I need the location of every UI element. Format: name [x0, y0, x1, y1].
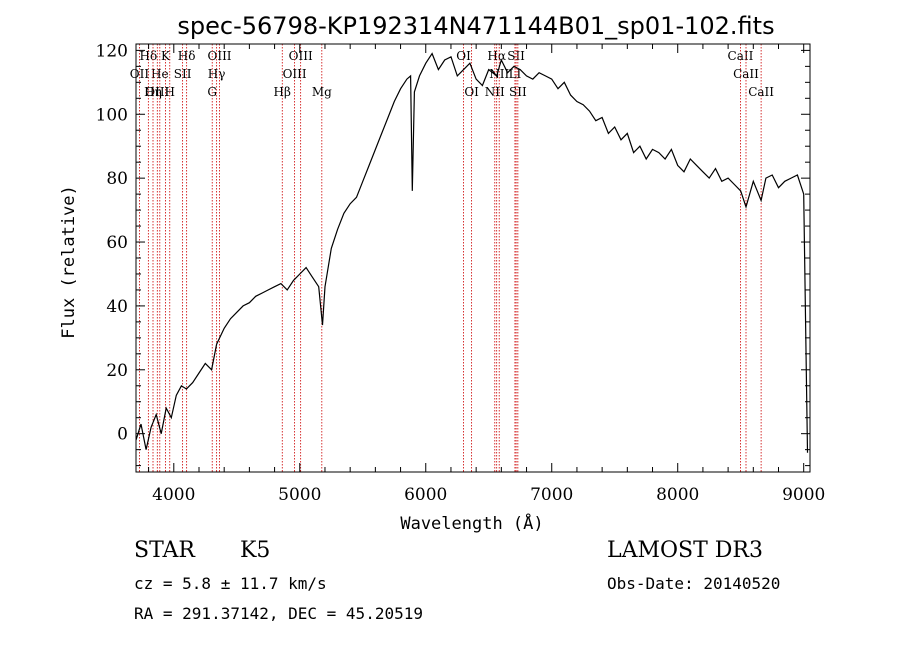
x-tick-label: 9000	[782, 485, 825, 505]
y-tick-label: 40	[106, 297, 128, 317]
x-tick-label: 5000	[278, 485, 321, 505]
x-axis-label: Wavelength (Å)	[400, 512, 543, 534]
y-tick-label: 20	[106, 361, 128, 381]
chart-title: spec-56798-KP192314N471144B01_sp01-102.f…	[177, 12, 774, 40]
y-tick-label: 60	[106, 233, 128, 253]
y-tick-label: 100	[96, 105, 128, 125]
y-tick-label: 0	[117, 425, 128, 445]
x-tick-label: 4000	[152, 485, 195, 505]
y-tick-label: 120	[96, 41, 128, 61]
coordinates: RA = 291.37142, DEC = 45.20519	[134, 604, 423, 623]
x-tick-label: 7000	[530, 485, 573, 505]
spectral-line-label: OIII	[207, 49, 231, 63]
spectral-line-label: Mg	[312, 85, 332, 99]
spectral-line-label: OI	[464, 85, 479, 99]
spectral-line-label: SII	[507, 49, 525, 63]
x-axis-ticks: 4000 5000 6000 7000 8000 9000	[148, 44, 825, 505]
spectral-line-label: OI	[456, 49, 471, 63]
survey-name: LAMOST DR3	[607, 538, 763, 563]
y-tick-label: 80	[106, 169, 128, 189]
spectral-line-label: Hδ	[139, 49, 157, 63]
object-class: STAR	[134, 538, 195, 563]
spectral-line-label: SII	[509, 85, 527, 99]
spectral-line-label: LI	[509, 67, 522, 81]
spectral-line-label: Hα	[487, 49, 506, 63]
spectral-line-label: Hη	[144, 85, 162, 99]
redshift-info: cz = 5.8 ± 11.7 km/s	[134, 574, 327, 593]
spectral-line-label: CaII	[728, 49, 754, 63]
spectral-line-label: He	[151, 67, 169, 81]
spectral-line-label: OII	[130, 67, 150, 81]
spectral-line-label: K	[161, 49, 171, 63]
spectral-line-label: OIII	[283, 67, 307, 81]
x-tick-label: 8000	[656, 485, 699, 505]
spectral-line-label: G	[207, 85, 217, 99]
y-axis-ticks: 0 20 40 60 80 100 120	[96, 41, 810, 467]
spectral-line-label: NII	[489, 67, 509, 81]
spectral-line-label: OIII	[145, 85, 169, 99]
x-tick-label: 6000	[404, 485, 447, 505]
plot-frame	[135, 43, 811, 473]
spectral-line-label: CaII	[733, 67, 759, 81]
spectral-line-label: CaII	[748, 85, 774, 99]
spectral-line-label: Hβ	[274, 85, 291, 99]
spectral-line-label: NII	[485, 85, 505, 99]
spectral-line-label: OIII	[289, 49, 313, 63]
y-axis-label: Flux (relative)	[59, 185, 79, 339]
spectral-line-label: Hγ	[208, 67, 226, 81]
object-subclass: K5	[240, 538, 271, 563]
spectral-line-label: Hδ	[178, 49, 196, 63]
observation-date: Obs-Date: 20140520	[607, 574, 781, 593]
spectral-line-label: SII	[174, 67, 192, 81]
spectrum-line	[135, 52, 809, 453]
spectral-line-label: H	[165, 85, 175, 99]
